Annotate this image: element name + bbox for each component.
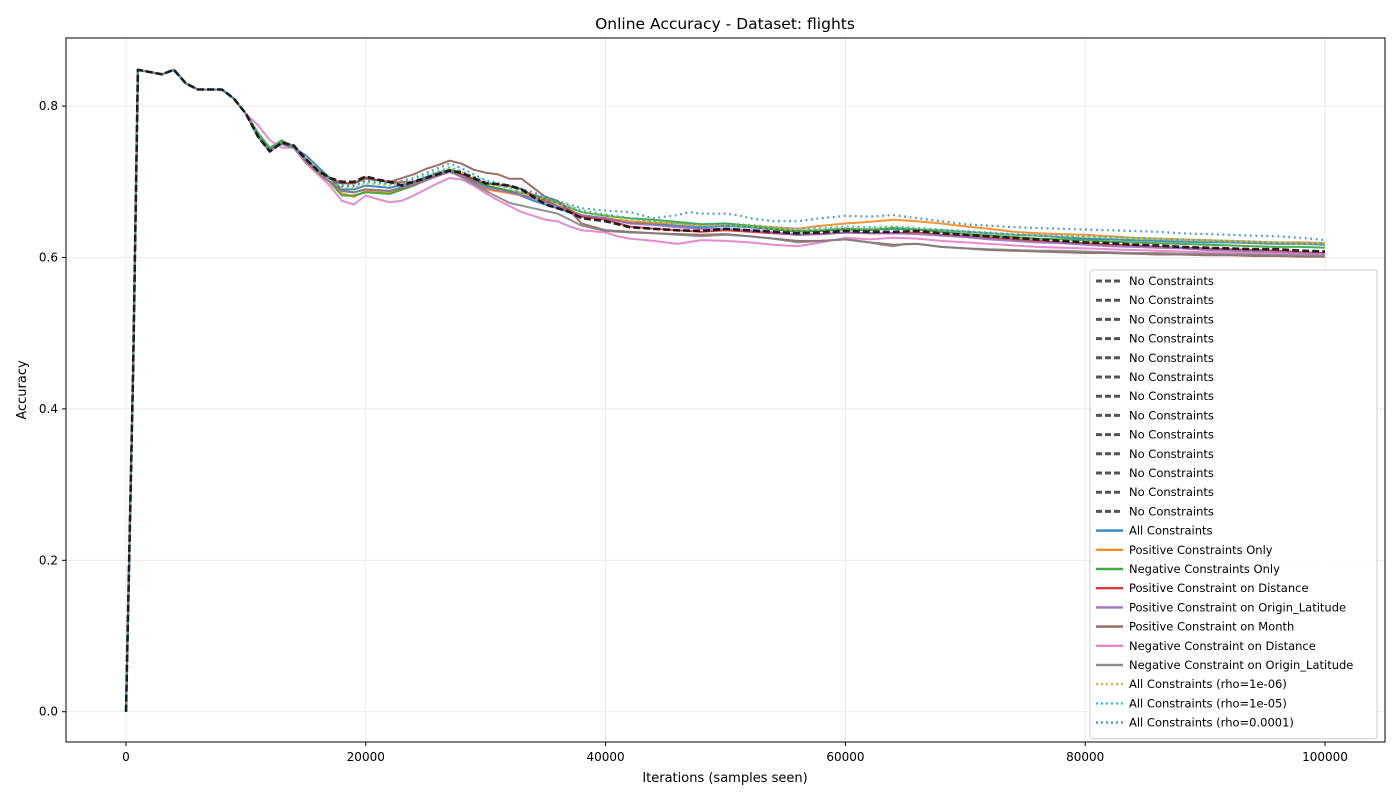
x-tick-label: 100000: [1302, 750, 1348, 764]
legend-entry-label: No Constraints: [1129, 293, 1214, 307]
x-tick-label: 80000: [1066, 750, 1104, 764]
legend-entry-label: All Constraints (rho=1e-05): [1129, 696, 1287, 710]
plot-area-frame: [65, 37, 1386, 743]
legend-entry-label: No Constraints: [1129, 389, 1214, 403]
legend-entry-label: All Constraints (rho=0.0001): [1129, 716, 1294, 730]
legend-entry-label: All Constraints: [1129, 524, 1213, 538]
legend-entry-label: Positive Constraints Only: [1129, 543, 1273, 557]
legend-entry-label: No Constraints: [1129, 332, 1214, 346]
legend-entry-label: No Constraints: [1129, 504, 1214, 518]
legend-box: [1089, 269, 1378, 740]
legend-entry-label: No Constraints: [1129, 408, 1214, 422]
legend-entry-label: No Constraints: [1129, 466, 1214, 480]
series-lines: [124, 68, 1326, 712]
y-tick-label: 0.8: [39, 99, 58, 113]
chart-title: Online Accuracy - Dataset: flights: [595, 15, 855, 33]
x-axis-label: Iterations (samples seen): [642, 771, 807, 786]
legend-entry-label: No Constraints: [1129, 351, 1214, 365]
y-axis-label: Accuracy: [15, 360, 30, 420]
x-tick-label: 0: [122, 750, 130, 764]
legend-entry-label: Negative Constraint on Distance: [1129, 639, 1316, 653]
series-line-no-constraints: [124, 68, 1326, 712]
y-tick-label: 0.6: [39, 251, 58, 265]
legend-entry-label: Negative Constraints Only: [1129, 562, 1280, 576]
legend-entry-label: All Constraints (rho=1e-06): [1129, 677, 1287, 691]
y-tick-label: 0.4: [39, 402, 58, 416]
legend-entry-label: No Constraints: [1129, 447, 1214, 461]
x-axis-ticks: 0 20000 40000 60000 80000 100000: [122, 742, 1348, 764]
legend-entry-label: Positive Constraint on Distance: [1129, 581, 1309, 595]
series-line-negative-constraints-only: [125, 68, 1326, 712]
legend-entry-label: No Constraints: [1129, 485, 1214, 499]
y-tick-label: 0.0: [39, 705, 58, 719]
legend-entry-label: No Constraints: [1129, 370, 1214, 384]
y-axis-ticks: 0.0 0.2 0.4 0.6 0.8: [39, 99, 66, 719]
legend-entry-label: Positive Constraint on Month: [1129, 620, 1294, 634]
legend-entry-label: No Constraints: [1129, 274, 1214, 288]
x-tick-label: 20000: [347, 750, 385, 764]
x-tick-label: 40000: [586, 750, 624, 764]
y-tick-label: 0.2: [39, 553, 58, 567]
legend-entry-label: No Constraints: [1129, 428, 1214, 442]
legend-entry-label: Negative Constraint on Origin_Latitude: [1129, 658, 1353, 672]
series-line-all-constraints-rho-1e-05: [124, 68, 1325, 712]
x-tick-label: 60000: [826, 750, 864, 764]
legend: No Constraints No Constraints No Constrain…: [1089, 269, 1378, 740]
legend-entry-label: No Constraints: [1129, 312, 1214, 326]
legend-entry-label: Positive Constraint on Origin_Latitude: [1129, 600, 1346, 614]
